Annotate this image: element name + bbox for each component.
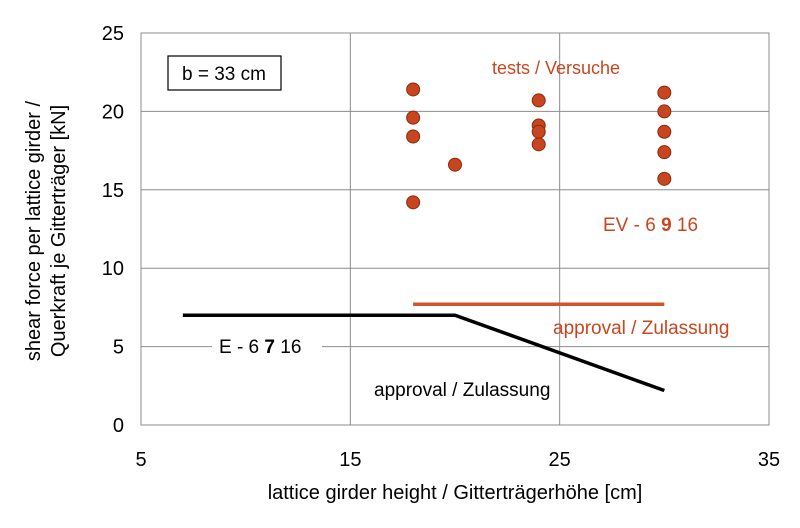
approval-ev-label: approval / Zulassung xyxy=(553,318,729,339)
approval-e-line xyxy=(182,313,665,393)
test-point xyxy=(657,171,672,186)
e-label-prefix: E - 6 xyxy=(219,337,264,358)
x-axis-label: lattice girder height / Gitterträgerhöhe… xyxy=(268,482,643,504)
test-point xyxy=(657,85,672,100)
test-point xyxy=(657,104,672,119)
y-axis-label-line1: shear force per lattice girder / xyxy=(23,101,45,362)
y-tick-label: 0 xyxy=(113,415,124,437)
x-tick-labels: 5 15 25 35 xyxy=(135,449,780,471)
y-tick-labels: 0 5 10 15 20 25 xyxy=(102,23,124,437)
test-point xyxy=(657,145,672,160)
x-tick-label: 5 xyxy=(135,449,146,471)
e-label-bold: 7 xyxy=(264,337,275,358)
approval-e-label: approval / Zulassung xyxy=(374,380,550,401)
test-point xyxy=(531,124,546,139)
test-point xyxy=(406,82,421,97)
tests-label: tests / Versuche xyxy=(492,58,620,78)
ev-label-bold: 9 xyxy=(661,215,672,236)
ev-label-prefix: EV - 6 xyxy=(603,215,661,236)
test-point xyxy=(406,129,421,144)
test-point xyxy=(657,124,672,139)
y-axis-label-line2: Querkraft je Gitterträger [kN] xyxy=(48,105,70,357)
series-layer xyxy=(182,82,672,393)
e-label-background xyxy=(212,332,322,360)
y-tick-label: 5 xyxy=(113,337,124,359)
test-point xyxy=(406,195,421,210)
ev-label: EV - 6 9 16 xyxy=(603,215,698,236)
test-point xyxy=(406,110,421,125)
annotation-box-text: b = 33 cm xyxy=(182,64,266,85)
test-point xyxy=(531,93,546,108)
ev-label-suffix: 16 xyxy=(672,215,698,236)
x-tick-label: 25 xyxy=(549,449,571,471)
x-tick-label: 35 xyxy=(758,449,780,471)
plot-frame xyxy=(140,32,770,426)
annotation-box xyxy=(167,55,282,91)
y-tick-label: 20 xyxy=(102,101,124,123)
y-tick-label: 10 xyxy=(102,258,124,280)
e-label-suffix: 16 xyxy=(275,337,301,358)
y-tick-label: 15 xyxy=(102,180,124,202)
y-tick-label: 25 xyxy=(102,23,124,45)
test-point xyxy=(448,157,462,172)
x-tick-label: 15 xyxy=(339,449,361,471)
test-point xyxy=(531,137,546,152)
e-label: E - 6 7 16 xyxy=(219,337,301,358)
